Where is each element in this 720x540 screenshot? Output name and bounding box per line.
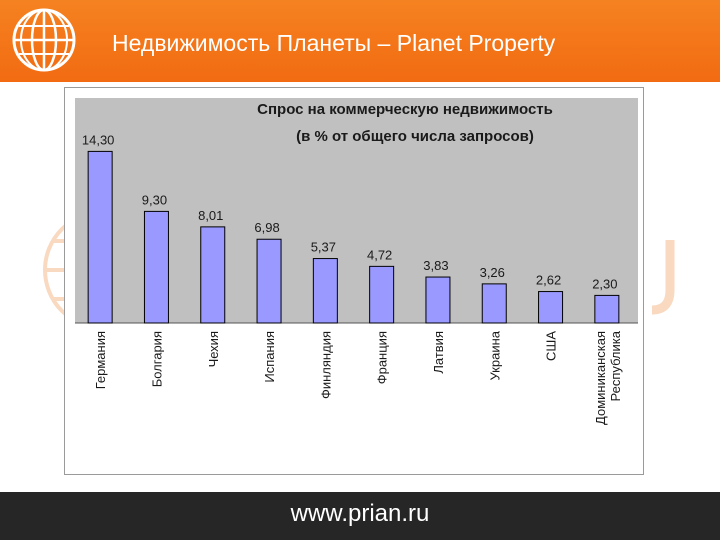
category-label-7: Украина: [487, 330, 502, 380]
bar-5: [369, 265, 395, 324]
category-label-8: США: [544, 331, 559, 361]
globe-logo-icon: [12, 8, 76, 72]
category-label-9-line-0: Доминиканская: [593, 331, 608, 425]
value-label-2: 8,01: [198, 208, 223, 223]
value-label-3: 6,98: [254, 220, 279, 235]
category-label-0: Германия: [93, 331, 108, 389]
value-label-7: 3,26: [480, 265, 505, 280]
bar-8: [538, 291, 564, 324]
chart-frame: Спрос на коммерческую недвижимость (в % …: [64, 87, 644, 475]
bar-1: [143, 210, 169, 324]
category-label-5: Франция: [375, 331, 390, 384]
category-label-3: Испания: [262, 331, 277, 383]
value-label-9: 2,30: [592, 276, 617, 291]
header-title: Недвижимость Планеты – Planet Property: [112, 30, 556, 56]
footer-url-link[interactable]: www.prian.ru: [290, 500, 430, 527]
chart-title-line-2: (в % от общего числа запросов): [296, 128, 534, 145]
category-label-1: Болгария: [149, 331, 164, 387]
bar-4: [312, 258, 338, 324]
bar-7: [481, 283, 507, 324]
letter-watermark-icon: [651, 240, 675, 315]
bar-6: [425, 276, 451, 324]
bar-2: [200, 226, 226, 324]
bar-9: [594, 294, 620, 324]
category-label-2: Чехия: [206, 331, 221, 367]
value-label-8: 2,62: [536, 273, 561, 288]
category-label-9-line-1: Республика: [608, 330, 623, 401]
header-bar: Недвижимость Планеты – Planet Property: [0, 0, 720, 82]
category-label-4: Финляндия: [318, 331, 333, 399]
bar-chart: Спрос на коммерческую недвижимость (в % …: [75, 98, 638, 425]
value-label-0: 14,30: [82, 132, 115, 147]
category-label-6: Латвия: [431, 331, 446, 374]
value-label-1: 9,30: [142, 192, 167, 207]
bar-3: [256, 238, 282, 324]
value-label-6: 3,83: [423, 258, 448, 273]
bar-0: [87, 150, 113, 324]
chart-title-line-1: Спрос на коммерческую недвижимость: [257, 101, 553, 118]
footer-bar: www.prian.ru: [0, 492, 720, 540]
value-label-4: 5,37: [311, 240, 336, 255]
value-label-5: 4,72: [367, 247, 392, 262]
